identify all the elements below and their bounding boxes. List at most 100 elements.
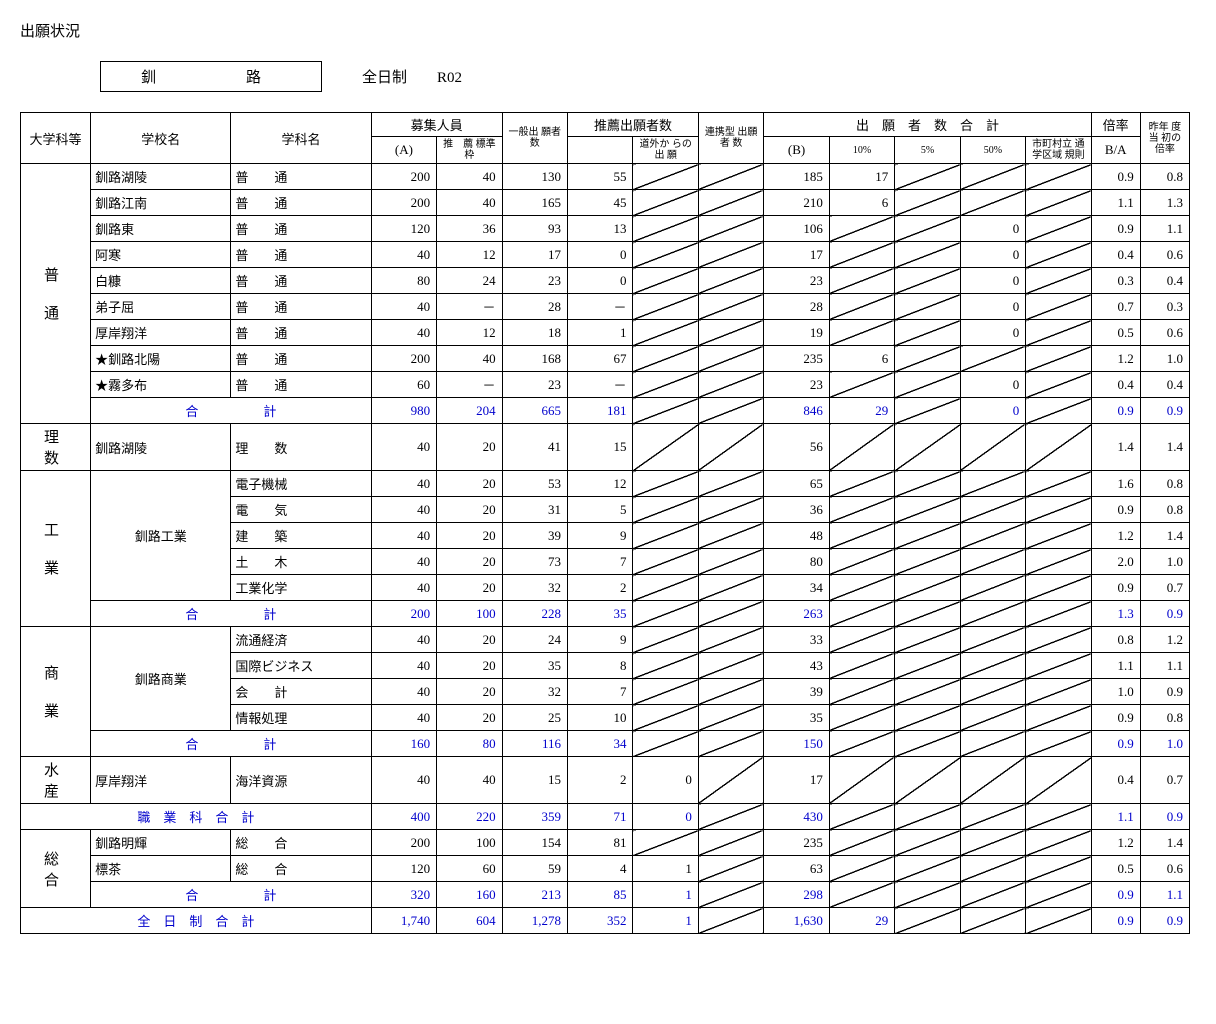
data-cell	[1026, 757, 1091, 804]
data-cell: 34	[568, 731, 633, 757]
data-cell: 168	[502, 346, 567, 372]
data-cell	[633, 575, 698, 601]
data-cell	[895, 242, 960, 268]
data-cell: 0.4	[1140, 372, 1189, 398]
data-cell: 40	[437, 346, 502, 372]
data-cell: 36	[437, 216, 502, 242]
data-cell: 40	[371, 523, 436, 549]
data-cell: 0	[568, 268, 633, 294]
data-cell: 1.1	[1091, 804, 1140, 830]
data-cell: 160	[371, 731, 436, 757]
data-cell	[960, 856, 1025, 882]
data-cell	[960, 830, 1025, 856]
data-cell: 28	[502, 294, 567, 320]
data-cell	[895, 882, 960, 908]
data-cell	[895, 549, 960, 575]
data-cell: 32	[502, 679, 567, 705]
data-cell: 1.0	[1140, 549, 1189, 575]
hdr-muni: 市町村立 通学区域 規則	[1026, 137, 1091, 164]
category-cell: 水 産	[21, 757, 91, 804]
data-cell: 204	[437, 398, 502, 424]
data-cell	[829, 601, 894, 627]
data-cell: 36	[764, 497, 829, 523]
data-cell	[1026, 320, 1091, 346]
data-cell: 0.9	[1140, 601, 1189, 627]
text-cell: 流通経済	[231, 627, 371, 653]
text-cell: 普 通	[231, 164, 371, 190]
data-cell: 0.9	[1091, 908, 1140, 934]
data-cell: 63	[764, 856, 829, 882]
data-cell	[829, 882, 894, 908]
data-cell	[829, 216, 894, 242]
data-cell	[895, 294, 960, 320]
data-cell: 9	[568, 523, 633, 549]
data-cell	[698, 216, 763, 242]
data-cell: 320	[371, 882, 436, 908]
data-cell	[1026, 372, 1091, 398]
data-cell	[960, 627, 1025, 653]
data-cell	[1026, 830, 1091, 856]
text-cell: 合 計	[91, 601, 372, 627]
text-cell: 厚岸翔洋	[91, 757, 231, 804]
data-cell	[698, 471, 763, 497]
text-cell: 白糠	[91, 268, 231, 294]
data-cell: 1.4	[1140, 424, 1189, 471]
applications-table: 大学科等 学校名 学科名 募集人員 一般出 願者数 推薦出願者数 連携型 出願者…	[20, 112, 1190, 934]
data-cell	[1026, 627, 1091, 653]
data-cell	[698, 757, 763, 804]
data-cell	[698, 398, 763, 424]
data-cell: 0.4	[1091, 372, 1140, 398]
text-cell: 土 木	[231, 549, 371, 575]
text-cell: 標茶	[91, 856, 231, 882]
text-cell: 全 日 制 合 計	[21, 908, 372, 934]
data-cell: 1.4	[1140, 523, 1189, 549]
data-cell	[895, 679, 960, 705]
data-cell: 18	[502, 320, 567, 346]
data-cell: 71	[568, 804, 633, 830]
data-cell	[895, 216, 960, 242]
data-cell: 1.4	[1091, 424, 1140, 471]
data-cell	[895, 320, 960, 346]
data-cell: 220	[437, 804, 502, 830]
text-cell: 電子機械	[231, 471, 371, 497]
data-cell	[895, 627, 960, 653]
data-cell: 228	[502, 601, 567, 627]
data-cell: 0.9	[1091, 705, 1140, 731]
data-cell	[633, 372, 698, 398]
data-cell: 181	[568, 398, 633, 424]
data-cell: 0.8	[1140, 471, 1189, 497]
data-cell: 1.2	[1091, 346, 1140, 372]
data-cell	[698, 190, 763, 216]
data-cell	[633, 294, 698, 320]
data-cell	[633, 497, 698, 523]
text-cell: 職 業 科 合 計	[21, 804, 372, 830]
data-cell: 0.3	[1091, 268, 1140, 294]
data-cell: 0.8	[1140, 164, 1189, 190]
data-cell: 48	[764, 523, 829, 549]
data-cell	[698, 268, 763, 294]
category-cell: 商業	[21, 627, 91, 757]
data-cell: 56	[764, 424, 829, 471]
hdr-linked: 連携型 出願者 数	[698, 113, 763, 164]
data-cell	[829, 804, 894, 830]
data-cell	[698, 856, 763, 882]
data-cell: 5	[568, 497, 633, 523]
data-cell	[633, 164, 698, 190]
data-cell: 6	[829, 346, 894, 372]
data-cell	[633, 705, 698, 731]
data-cell: 2	[568, 757, 633, 804]
data-cell: 1.1	[1140, 882, 1189, 908]
hdr-b: (B)	[764, 137, 829, 164]
data-cell	[1026, 346, 1091, 372]
data-cell: 17	[829, 164, 894, 190]
data-cell: 40	[371, 653, 436, 679]
data-cell	[895, 164, 960, 190]
data-cell: 55	[568, 164, 633, 190]
data-cell: 6	[829, 190, 894, 216]
text-cell: 普 通	[231, 268, 371, 294]
data-cell	[895, 346, 960, 372]
text-cell: 建 築	[231, 523, 371, 549]
data-cell: 25	[502, 705, 567, 731]
text-cell: 普 通	[231, 216, 371, 242]
data-cell: 1.2	[1140, 627, 1189, 653]
